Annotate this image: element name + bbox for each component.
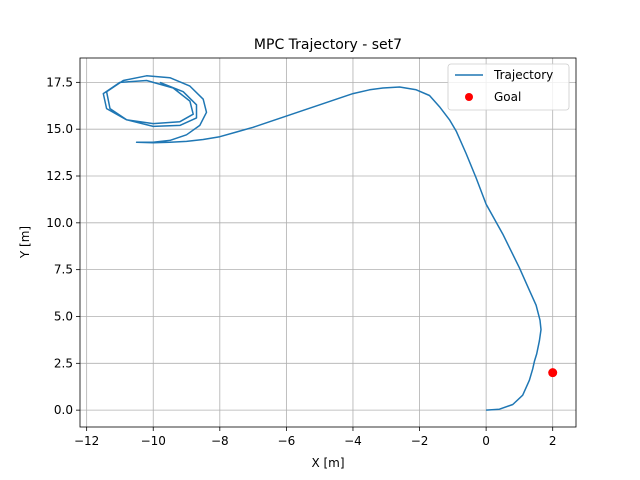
x-tick-label: −6: [278, 434, 296, 448]
y-tick-label: 0.0: [54, 403, 73, 417]
tick-layer: −12 −10 −8 −6 −4 −2 0 2 0.0 2.5 5.0 7.5 10.0 12.5 15.0…: [46, 75, 556, 448]
y-tick-label: 12.5: [46, 169, 73, 183]
x-tick-label: 0: [482, 434, 490, 448]
y-tick-label: 15.0: [46, 122, 73, 136]
x-axis-label: X [m]: [311, 456, 344, 470]
legend-goal-label: Goal: [494, 90, 521, 104]
y-tick-label: 5.0: [54, 309, 73, 323]
y-axis-label: Y [m]: [18, 226, 32, 259]
legend-goal-swatch: [465, 93, 473, 101]
y-tick-label: 7.5: [54, 263, 73, 277]
y-tick-label: 10.0: [46, 216, 73, 230]
legend: Trajectory Goal: [447, 63, 570, 111]
chart-title: MPC Trajectory - set7: [254, 37, 402, 53]
series-layer: [102, 75, 558, 411]
legend-trajectory-label: Trajectory: [493, 68, 553, 82]
x-tick-label: 2: [549, 434, 557, 448]
x-tick-label: −10: [141, 434, 166, 448]
x-tick-label: −2: [411, 434, 429, 448]
x-tick-label: −8: [211, 434, 229, 448]
trajectory-line: [102, 75, 542, 411]
y-tick-label: 17.5: [46, 75, 73, 89]
grid-lines: [80, 58, 576, 427]
plot-frame: [79, 57, 577, 428]
y-tick-label: 2.5: [54, 356, 73, 370]
x-tick-label: −4: [344, 434, 362, 448]
x-tick-label: −12: [74, 434, 99, 448]
goal-marker: [548, 368, 558, 378]
